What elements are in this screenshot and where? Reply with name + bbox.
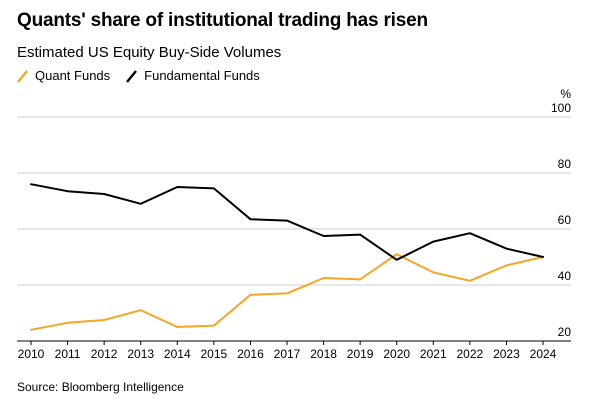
legend-item-fundamental: Fundamental Funds [126,68,260,83]
legend-swatch-quant [17,69,28,83]
legend-label-fundamental: Fundamental Funds [144,68,260,83]
x-tick-label-2016: 2016 [237,347,264,361]
y-tick-label-60: 60 [558,213,572,227]
legend: Quant Funds Fundamental Funds [17,68,276,83]
x-tick-label-2018: 2018 [310,347,337,361]
chart-subtitle: Estimated US Equity Buy-Side Volumes [17,44,282,61]
y-tick-label-40: 40 [558,269,572,283]
legend-swatch-fundamental [126,69,138,83]
x-tick-label-2020: 2020 [383,347,410,361]
x-tick-label-2015: 2015 [201,347,228,361]
legend-item-quant: Quant Funds [17,68,110,83]
y-tick-label-20: 20 [558,325,572,339]
legend-label-quant: Quant Funds [35,68,111,83]
x-tick-label-2022: 2022 [457,347,484,361]
x-tick-label-2012: 2012 [91,347,118,361]
x-tick-label-2017: 2017 [274,347,301,361]
x-tick-label-2011: 2011 [55,347,81,361]
chart-title: Quants' share of institutional trading h… [17,10,428,31]
x-tick-label-2024: 2024 [530,347,557,361]
x-tick-label-2014: 2014 [164,347,191,361]
series-line-fundamental-funds [30,183,544,261]
x-tick-label-2021: 2021 [420,347,447,361]
x-tick-label-2019: 2019 [347,347,374,361]
source-note: Source: Bloomberg Intelligence [17,380,184,394]
y-unit-label: % [560,87,571,101]
y-tick-label-100: 100 [551,101,571,115]
y-tick-label-80: 80 [558,157,572,171]
x-tick-label-2023: 2023 [493,347,520,361]
series-line-quant-funds [30,253,544,331]
x-tick-label-2013: 2013 [127,347,154,361]
x-tick-label-2010: 2010 [18,347,45,361]
